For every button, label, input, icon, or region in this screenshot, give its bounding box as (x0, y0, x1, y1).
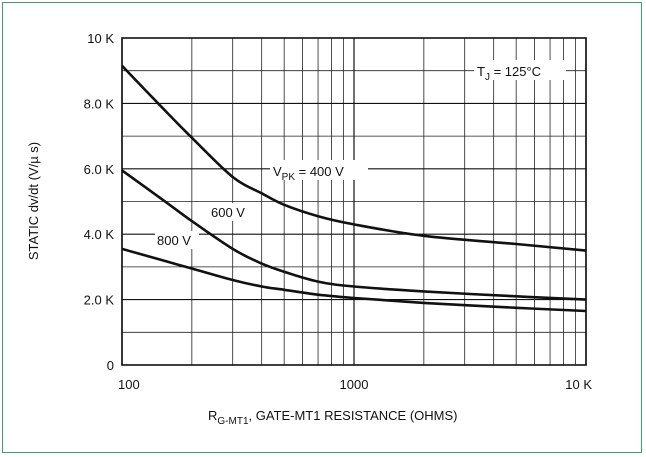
xlabel-sub: G-MT1 (217, 416, 249, 427)
xlabel-r: R (208, 408, 217, 423)
s400-rest: = 400 V (295, 164, 344, 179)
annotation-rest: = 125°C (490, 64, 541, 79)
annotation-sub: J (485, 72, 490, 83)
y-tick-label: 2.0 K (84, 293, 115, 308)
tick-labels: 0 2.0 K 4.0 K 6.0 K 8.0 K 10 K 100 1000 10 K (84, 31, 593, 392)
x-tick-label: 10 K (565, 377, 592, 392)
x-axis-label: RG-MT1, GATE-MT1 RESISTANCE (OHMS) (208, 408, 457, 427)
grid (121, 37, 587, 366)
annotation-main: T (477, 64, 485, 79)
annotation-tj: TJ = 125°C (477, 64, 541, 83)
y-tick-label: 0 (107, 358, 114, 373)
y-tick-label: 8.0 K (84, 96, 115, 111)
series-label-800: 800 V (157, 233, 191, 248)
series-line-0 (121, 64, 587, 252)
series-line-1 (121, 169, 587, 301)
s400-sub: PK (282, 172, 296, 183)
series-line-2 (121, 247, 587, 313)
y-tick-label: 6.0 K (84, 162, 115, 177)
s400-main: V (273, 164, 282, 179)
label-400-bg (270, 160, 368, 180)
label-800-bg (155, 231, 199, 249)
annotation-bg (474, 60, 566, 80)
xlabel-rest: , GATE-MT1 RESISTANCE (OHMS) (249, 408, 458, 423)
x-tick-label: 1000 (340, 377, 369, 392)
plot-border (121, 37, 587, 366)
series-label-400: VPK = 400 V (273, 164, 344, 183)
y-tick-label: 4.0 K (84, 227, 115, 242)
x-tick-label: 100 (118, 377, 140, 392)
y-tick-label: 10 K (87, 31, 114, 46)
label-600-bg (209, 203, 253, 221)
series-label-600: 600 V (211, 205, 245, 220)
y-axis-label: STATIC dv/dt (V/µ s) (26, 142, 41, 260)
series-group (121, 64, 587, 313)
